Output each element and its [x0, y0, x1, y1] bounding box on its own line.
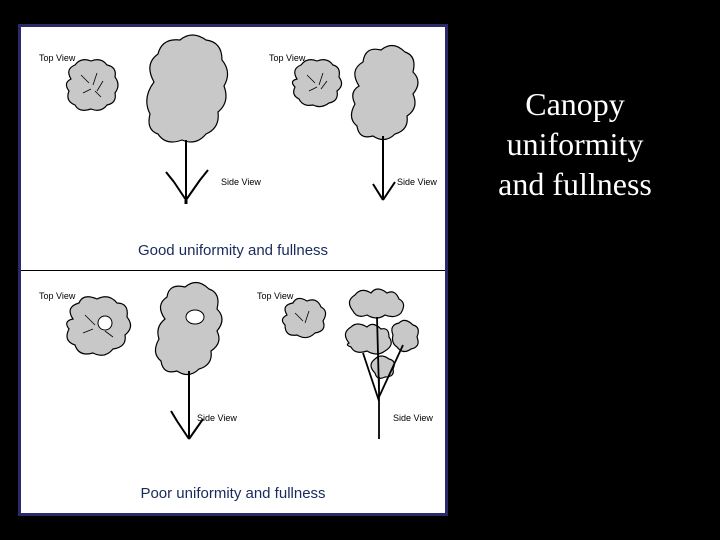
- label-side-view-2: Side View: [397, 177, 437, 187]
- label-poor-side-view-1: Side View: [197, 413, 237, 423]
- label-side-view-1: Side View: [221, 177, 261, 187]
- slide-title: Canopy uniformity and fullness: [498, 84, 652, 204]
- good-section: Top View Side View Top View Side View: [21, 27, 445, 271]
- label-poor-top-view-2: Top View: [257, 291, 293, 301]
- label-poor-top-view-1: Top View: [39, 291, 75, 301]
- label-top-view-1: Top View: [39, 53, 75, 63]
- diagram-panel: Top View Side View Top View Side View: [18, 24, 448, 516]
- title-line-2: uniformity: [507, 126, 644, 162]
- good-caption: Good uniformity and fullness: [21, 236, 445, 269]
- poor-diagram-area: Top View Side View Top View Side View: [21, 271, 445, 480]
- poor-trees-svg: [21, 271, 445, 471]
- title-panel: Canopy uniformity and fullness: [448, 24, 702, 516]
- label-top-view-2: Top View: [269, 53, 305, 63]
- poor-caption: Poor uniformity and fullness: [21, 479, 445, 512]
- poor-section: Top View Side View Top View Side View: [21, 271, 445, 514]
- good-diagram-area: Top View Side View Top View Side View: [21, 27, 445, 236]
- label-poor-side-view-2: Side View: [393, 413, 433, 423]
- title-line-1: Canopy: [525, 86, 625, 122]
- title-line-3: and fullness: [498, 166, 652, 202]
- good-trees-svg: [21, 27, 445, 227]
- slide-container: Top View Side View Top View Side View: [0, 0, 720, 540]
